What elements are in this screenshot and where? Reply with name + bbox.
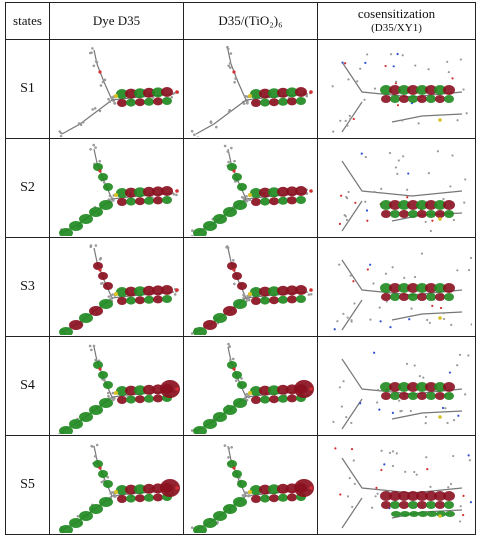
figure-cell xyxy=(183,336,318,436)
orbital-figure xyxy=(190,443,314,533)
header-row: states Dye D35 D35/(TiO₂)₆ cosensitizati… xyxy=(5,2,476,40)
table-row: S3 xyxy=(5,237,476,337)
header-cosensitization: cosensitization (D35/XY1) xyxy=(317,2,476,40)
state-label: S2 xyxy=(5,138,50,238)
state-label: S1 xyxy=(5,39,50,139)
orbital-figure xyxy=(190,244,313,335)
table-row: S1 xyxy=(5,39,476,139)
orbital-figure xyxy=(58,443,180,533)
figure-cell xyxy=(183,435,318,535)
figure-cell xyxy=(317,435,476,535)
orbital-figure xyxy=(57,46,179,137)
figure-cell xyxy=(317,138,476,238)
orbital-figure xyxy=(190,342,314,434)
orbital-figure xyxy=(331,52,468,133)
figure-cell xyxy=(317,336,476,436)
state-label: S5 xyxy=(5,435,50,535)
figure-cell xyxy=(49,237,184,337)
state-label: S4 xyxy=(5,336,50,436)
figure-cell xyxy=(317,39,476,139)
header-cosens-line1: cosensitization xyxy=(357,6,436,22)
orbital-table: states Dye D35 D35/(TiO₂)₆ cosensitizati… xyxy=(5,2,476,535)
table-row: S2 xyxy=(5,138,476,238)
orbital-figure xyxy=(57,344,180,434)
state-label: S3 xyxy=(5,237,50,337)
orbital-figure xyxy=(333,251,472,330)
figure-cell xyxy=(183,39,318,139)
table-row: S4 xyxy=(5,336,476,436)
header-d35-tio2: D35/(TiO₂)₆ xyxy=(183,2,318,40)
orbital-figure xyxy=(190,45,313,137)
orbital-figure xyxy=(190,144,313,236)
figure-cell xyxy=(49,435,184,535)
header-states: states xyxy=(5,2,50,40)
orbital-figure xyxy=(331,351,469,429)
orbital-figure xyxy=(338,149,466,232)
figure-cell xyxy=(49,138,184,238)
orbital-figure xyxy=(58,243,179,335)
figure-cell xyxy=(317,237,476,337)
figure-cell xyxy=(183,237,318,337)
header-cosens-line2: (D35/XY1) xyxy=(371,22,422,35)
header-dye-d35: Dye D35 xyxy=(49,2,184,40)
figure-cell xyxy=(49,336,184,436)
orbital-figure xyxy=(333,446,472,528)
table-row: S5 xyxy=(5,435,476,535)
figure-cell xyxy=(49,39,184,139)
figure-cell xyxy=(183,138,318,238)
orbital-figure xyxy=(58,143,179,236)
